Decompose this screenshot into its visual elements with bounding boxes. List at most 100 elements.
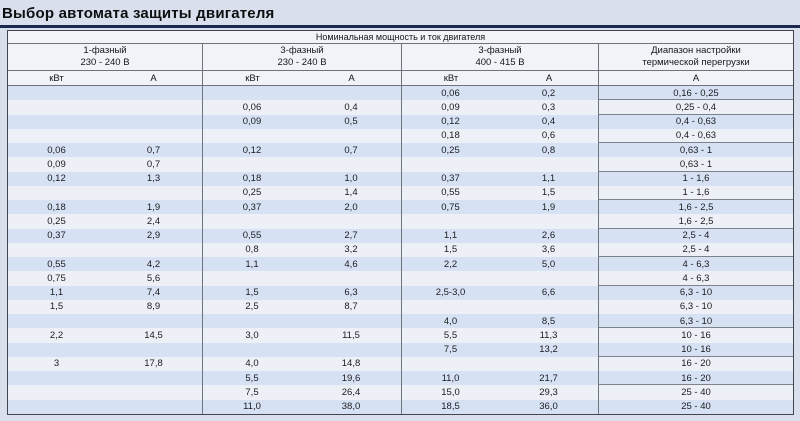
cell-1ph-a: 5,6 [146,272,161,284]
cell-1ph-kw [8,115,105,129]
cell-1ph-a: 1,9 [146,201,161,213]
cell-3ph230-kw [202,86,301,101]
cell-3ph230-kw [202,157,301,172]
cell-3ph230-a: 11,5 [342,329,360,341]
cell-1ph-a: 4,2 [146,258,161,270]
cell-3ph400-kw [401,356,499,371]
cell-1ph-kw [8,186,105,200]
table-body: 0,06 0,2 0,16 - 0,25 0,06 0,4 0,09 0,3 0,25 - 0… [8,86,793,414]
cell-3ph230-kw: 1,1 [202,257,301,272]
cell-3ph400-a [499,300,598,314]
column-group-label: 1-фазный [83,45,127,56]
cell-3ph230-kw: 11,0 [202,399,301,414]
cell-1ph-kw: 1,1 [49,287,64,299]
cell-3ph230-kw: 0,09 [202,114,301,129]
cell-3ph400-kw [401,157,499,172]
table-row: 0,25 2,4 1,6 - 2,5 [8,214,793,229]
column-group-voltage: 400 - 415 В [475,57,525,68]
column-group-3phase-400v: 3-фазный 400 - 415 В [401,44,598,70]
cell-3ph400-kw [401,214,499,229]
cell-3ph400-kw: 0,75 [401,200,499,215]
cell-1ph-kw: 0,06 [47,144,66,156]
cell-3ph230-a: 6,3 [344,287,358,299]
cell-1ph-kw: 0,18 [47,201,66,213]
cell-1ph-kw [8,314,105,328]
cell-1ph-kw: 1,5 [49,301,64,313]
cell-3ph230-a: 1,4 [344,187,358,199]
cell-3ph230-kw: 3,0 [202,328,301,343]
cell-3ph230-kw: 0,8 [202,242,301,257]
cell-overload-range: 0,63 - 1 [598,143,793,158]
cell-3ph400-a: 0,3 [541,101,556,113]
cell-3ph400-a: 1,9 [541,201,556,213]
cell-1ph-a [105,314,202,328]
cell-1ph-kw [8,385,105,399]
cell-1ph-kw [8,343,105,357]
cell-3ph230-kw [202,314,301,329]
cell-3ph230-kw: 2,5 [202,299,301,314]
table-row: 0,75 5,6 4 - 6,3 [8,271,793,286]
cell-overload-range: 4 - 6,3 [598,257,793,272]
units-1phase: кВт А [8,71,202,85]
cell-overload-range: 6,3 - 10 [598,314,793,329]
column-group-3phase-230v: 3-фазный 230 - 240 В [202,44,401,70]
cell-3ph400-a: 11,3 [539,329,558,341]
cell-3ph400-a: 0,2 [541,87,556,99]
table-row: 0,18 0,6 0,4 - 0,63 [8,128,793,143]
table-row: 0,06 0,4 0,09 0,3 0,25 - 0,4 [8,100,793,115]
cell-3ph400-kw: 0,18 [401,128,499,143]
cell-overload-range: 1 - 1,6 [598,185,793,200]
cell-3ph400-a [499,357,598,371]
cell-1ph-a: 14,5 [144,329,163,341]
unit-a-label: А [150,72,157,84]
cell-1ph-a [105,186,202,200]
cell-3ph230-kw: 0,55 [202,228,301,243]
cell-3ph230-a [301,343,401,357]
unit-kw-label: кВт [443,72,459,84]
table-header: Номинальная мощность и ток двигателя 1-ф… [8,31,793,86]
cell-3ph230-kw [202,342,301,357]
cell-overload-range: 25 - 40 [598,399,793,414]
cell-3ph400-a: 2,6 [541,230,556,242]
column-group-header-row: 1-фазный 230 - 240 В 3-фазный 230 - 240 … [8,44,793,71]
cell-3ph230-kw [202,214,301,229]
cell-3ph230-a: 0,7 [344,144,358,156]
table-row: 11,0 38,0 18,5 36,0 25 - 40 [8,399,793,414]
column-group-label: 3-фазный [478,45,522,56]
cell-3ph400-kw: 15,0 [401,385,499,400]
cell-1ph-a: 1,3 [146,173,161,185]
cell-3ph230-a: 19,6 [341,372,361,384]
cell-3ph400-a: 8,5 [541,315,556,327]
table-row: 0,12 1,3 0,18 1,0 0,37 1,1 1 - 1,6 [8,171,793,186]
cell-3ph230-a [301,157,401,171]
title-divider [0,25,800,28]
cell-3ph230-a: 14,8 [341,358,361,370]
cell-3ph400-kw: 1,5 [401,242,499,257]
cell-3ph400-a: 1,1 [541,173,556,185]
cell-1ph-kw: 0,09 [47,158,66,170]
cell-overload-range: 0,16 - 0,25 [598,86,793,101]
cell-overload-range: 1,6 - 2,5 [598,214,793,229]
cell-3ph400-kw: 7,5 [401,342,499,357]
cell-3ph400-a: 6,6 [541,287,556,299]
cell-1ph-a: 0,7 [146,158,161,170]
cell-1ph-a: 17,8 [144,358,163,370]
cell-1ph-kw: 0,12 [47,173,66,185]
cell-3ph400-a: 3,6 [541,244,556,256]
cell-1ph-kw: 0,55 [47,258,66,270]
cell-overload-range: 0,4 - 0,63 [598,114,793,129]
cell-1ph-kw [8,100,105,114]
unit-kw-label: кВт [49,72,64,84]
cell-3ph400-kw: 0,55 [401,185,499,200]
cell-3ph230-kw: 5,5 [202,371,301,386]
cell-3ph230-a [301,314,401,328]
table-row: 4,0 8,5 6,3 - 10 [8,314,793,329]
table-row: 7,5 13,2 10 - 16 [8,342,793,357]
cell-overload-range: 6,3 - 10 [598,299,793,314]
cell-1ph-kw: 3 [53,358,60,370]
column-group-label2: термической перегрузки [642,57,750,68]
cell-1ph-kw [8,243,105,257]
cell-3ph400-a [499,157,598,171]
cell-3ph230-a: 0,4 [344,101,358,113]
cell-1ph-a [105,371,202,385]
